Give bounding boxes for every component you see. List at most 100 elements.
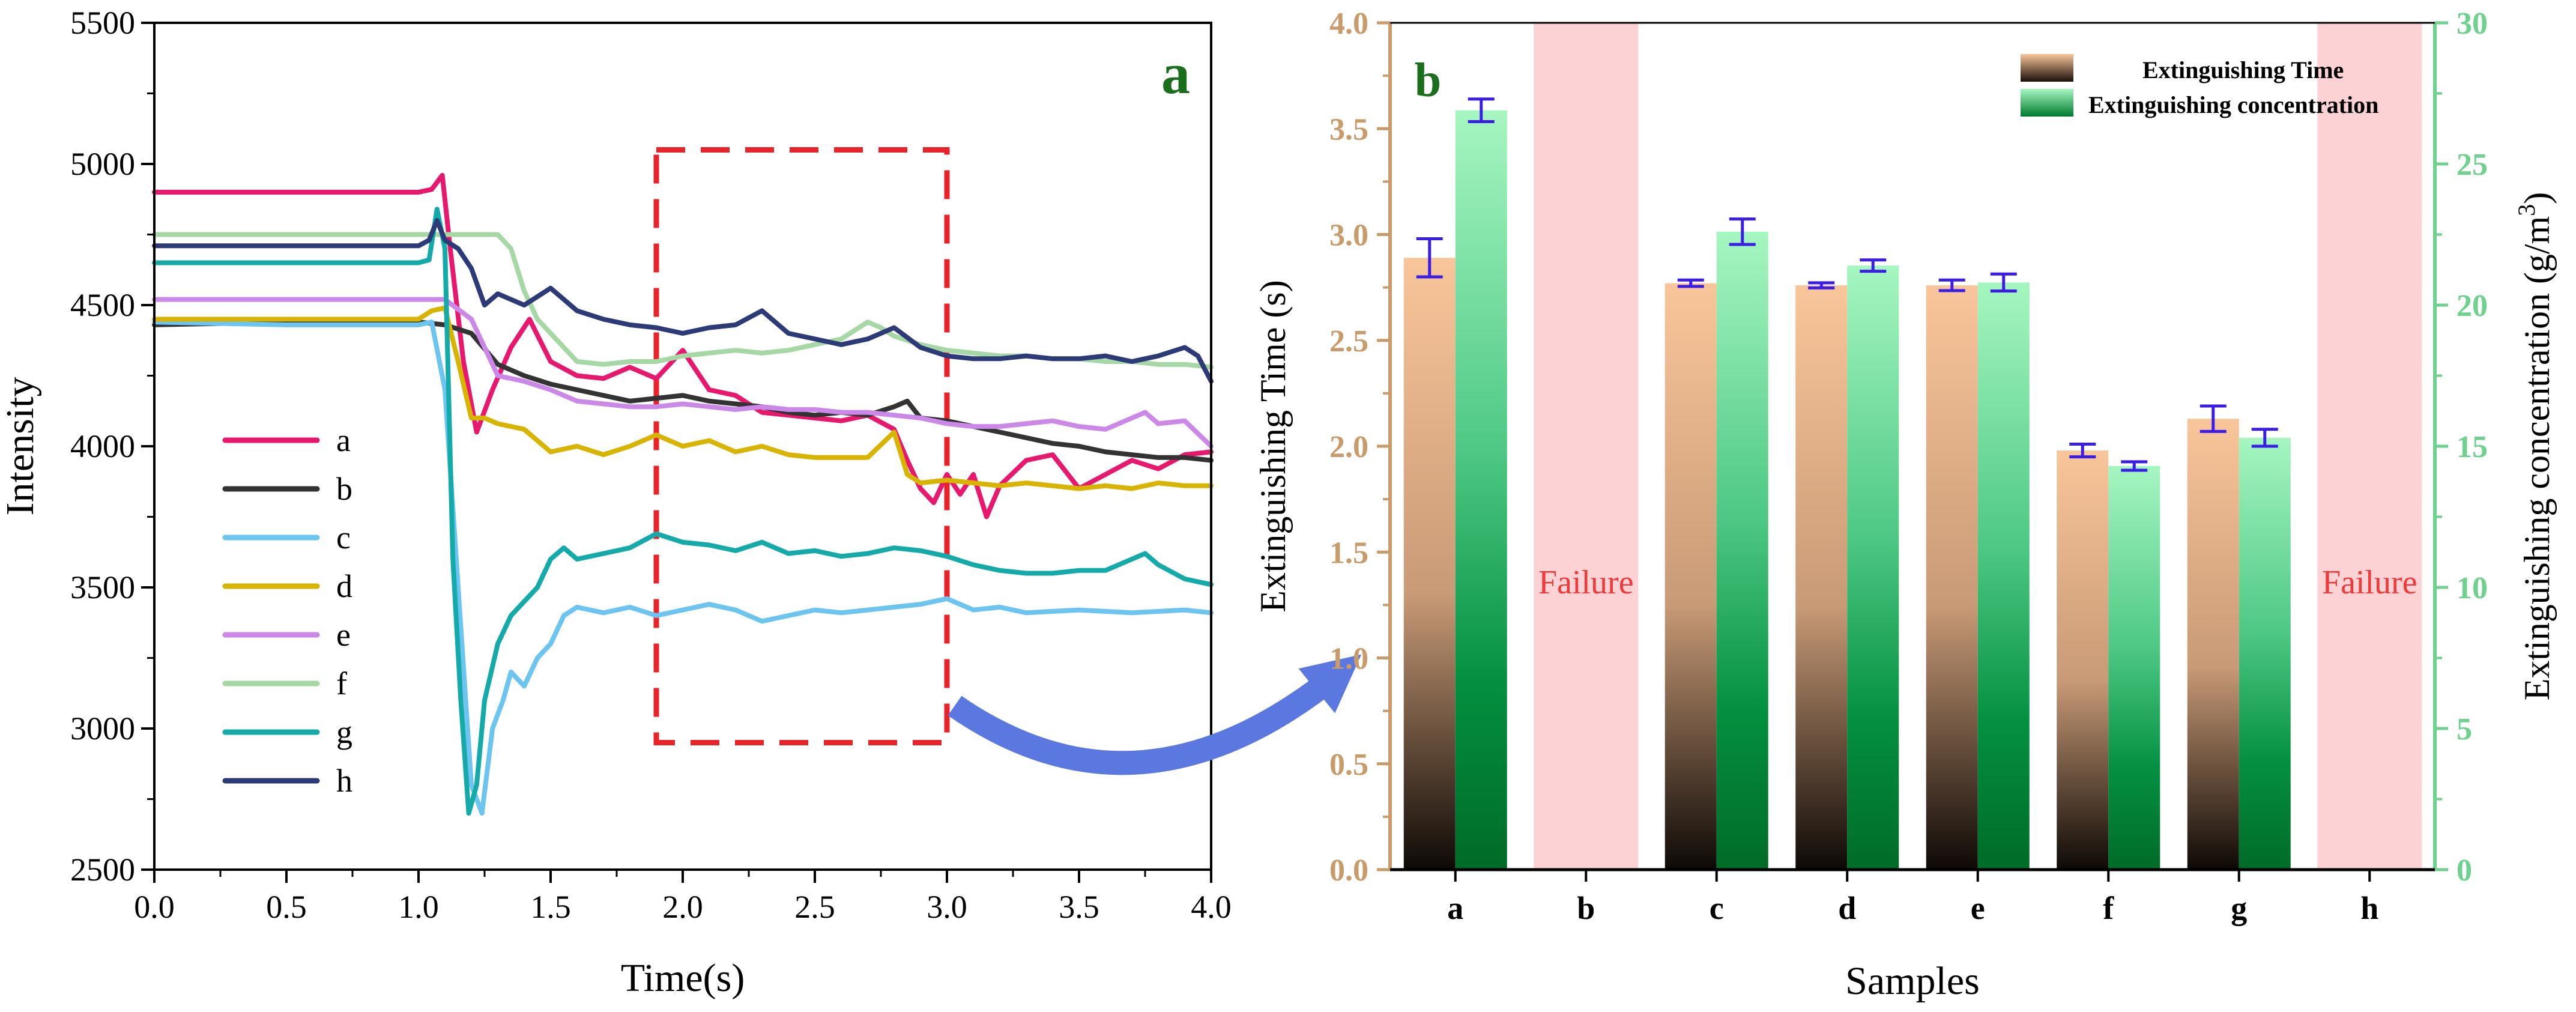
panel-b-label: b: [1415, 54, 1442, 107]
x-tick-label: 1.5: [530, 889, 571, 925]
legend-label-h: h: [336, 763, 352, 799]
left-tick-label: 2.5: [1329, 324, 1368, 359]
category-label-h: h: [2360, 890, 2378, 926]
x-tick-label: 0.5: [266, 889, 307, 925]
x-tick-label: 0.0: [134, 889, 175, 925]
left-tick-label: 1.0: [1329, 642, 1368, 676]
right-tick-label: 30: [2457, 7, 2488, 41]
category-label-g: g: [2231, 890, 2247, 926]
bar-conc-d: [1847, 265, 1899, 870]
y-tick-label: 3000: [70, 711, 135, 747]
bar-conc-e: [1977, 282, 2030, 870]
right-tick-label: 15: [2457, 430, 2488, 464]
panel-b-error-bars: [1416, 97, 2278, 472]
category-label-c: c: [1710, 890, 1724, 926]
failure-band-b: [1534, 23, 1639, 870]
category-label-f: f: [2103, 890, 2114, 926]
right-tick-label: 20: [2457, 289, 2488, 323]
legend-label-f: f: [336, 665, 347, 701]
bar-conc-f: [2108, 465, 2160, 870]
right-axis-label-sup: 3: [2513, 204, 2540, 216]
panel-b-failure-bands: Failure Failure: [1534, 23, 2422, 870]
panel-a-x-axis-label: Time(s): [621, 956, 745, 1000]
series-line-d: [152, 305, 1214, 491]
panel-a-lines: [152, 172, 1214, 816]
legend-label-b: b: [336, 471, 352, 507]
x-tick-label: 2.5: [794, 889, 835, 925]
category-label-b: b: [1577, 890, 1595, 926]
panel-a-highlight-layer: [653, 147, 950, 745]
legend-label-conc: Extinguishing concentration: [2088, 91, 2378, 118]
legend-label-d: d: [336, 568, 352, 604]
right-tick-label: 25: [2457, 148, 2488, 182]
category-label-a: a: [1447, 890, 1463, 926]
legend-label-g: g: [336, 714, 352, 750]
category-label-e: e: [1971, 890, 1985, 926]
x-tick-label: 2.0: [662, 889, 703, 925]
y-tick-label: 3500: [70, 569, 135, 605]
y-tick-label: 4500: [70, 287, 135, 323]
bar-time-g: [2187, 419, 2239, 870]
x-tick-label: 4.0: [1191, 889, 1232, 925]
panel-b-right-axis-label: Extinguishing concentration (g/m3): [2513, 192, 2557, 701]
failure-label-h: Failure: [2322, 564, 2417, 601]
series-line-e: [152, 297, 1214, 449]
series-line-g: [152, 207, 1214, 816]
left-tick-label: 0.0: [1329, 853, 1368, 888]
panel-a-label: a: [1161, 41, 1190, 106]
panel-a-y-axis-label: Intensity: [0, 377, 42, 516]
left-tick-label: 0.5: [1329, 748, 1368, 782]
panel-b-left-ticks: 0.0 0.5 1.0 1.5 2.0 2.5 3.0 3.5 4.0: [1329, 7, 1390, 888]
left-tick-label: 2.0: [1329, 430, 1368, 464]
panel-b-x-axis-label: Samples: [1845, 959, 1980, 1003]
bar-conc-c: [1716, 231, 1768, 870]
y-tick-label: 5000: [70, 146, 135, 182]
bar-time-f: [2057, 450, 2109, 870]
y-tick-label: 5500: [70, 5, 135, 41]
x-tick-label: 3.5: [1059, 889, 1099, 925]
panel-b: Failure Failure 0.0 0.5 1.0 1.5 2.0 2.5 3.0 3.5 4…: [1253, 7, 2557, 1003]
legend-label-e: e: [336, 617, 351, 653]
panel-a: 0.0 0.5 1.0 1.5 2.0 2.5 3.0 3.5 4.0 2500 3000 3500…: [0, 5, 1232, 1000]
left-tick-label: 3.0: [1329, 219, 1368, 253]
panel-b-right-ticks: 0 5 10 15 20 25 30: [2435, 7, 2488, 888]
right-axis-label-tail: ): [2517, 192, 2557, 204]
legend-swatch-conc: [2021, 89, 2073, 117]
failure-band-h: [2317, 23, 2422, 870]
bar-time-d: [1795, 285, 1848, 870]
x-tick-label: 1.0: [398, 889, 439, 925]
series-line-b: [152, 320, 1214, 463]
bar-conc-g: [2239, 437, 2291, 870]
panel-b-x-ticks: a b c d e f g h: [1447, 870, 2378, 926]
y-tick-label: 2500: [70, 852, 135, 888]
panel-b-left-axis-label: Extinguishing Time (s): [1253, 280, 1293, 612]
right-axis-label-main: Extinguishing concentration (g/m: [2517, 216, 2557, 701]
connector-arrow: [948, 654, 1362, 775]
series-line-h: [152, 218, 1214, 384]
legend-label-a: a: [336, 422, 351, 458]
legend-label-time: Extinguishing Time: [2142, 56, 2344, 83]
bar-conc-a: [1455, 110, 1507, 870]
right-tick-label: 5: [2457, 712, 2472, 747]
right-tick-label: 10: [2457, 571, 2488, 605]
left-tick-label: 4.0: [1329, 7, 1368, 41]
legend-label-c: c: [336, 520, 351, 556]
x-tick-label: 3.0: [927, 889, 967, 925]
left-tick-label: 1.5: [1329, 536, 1368, 570]
panel-b-bars: [1403, 110, 2291, 870]
bar-time-c: [1664, 283, 1717, 870]
panel-a-x-ticks: 0.0 0.5 1.0 1.5 2.0 2.5 3.0 3.5 4.0: [134, 870, 1232, 925]
failure-label-b: Failure: [1538, 564, 1634, 601]
category-label-d: d: [1838, 890, 1856, 926]
bar-time-e: [1926, 285, 1978, 870]
bar-time-a: [1403, 258, 1456, 870]
series-line-c: [152, 320, 1214, 816]
right-tick-label: 0: [2457, 853, 2472, 888]
series-line-a: [152, 172, 1214, 520]
panel-a-y-ticks: 2500 3000 3500 4000 4500 5000 5500: [70, 5, 154, 888]
highlight-box: [653, 147, 950, 745]
legend-swatch-time: [2021, 54, 2073, 82]
left-tick-label: 3.5: [1329, 112, 1368, 147]
